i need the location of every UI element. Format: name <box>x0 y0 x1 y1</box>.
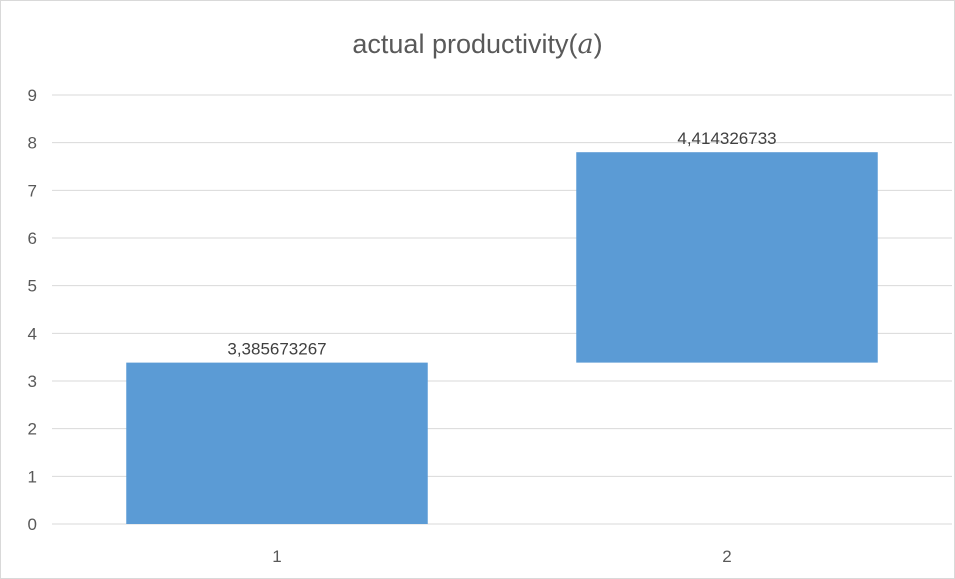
data-label: 4,414326733 <box>677 129 776 148</box>
y-tick-label: 7 <box>28 181 37 200</box>
y-tick-label: 1 <box>28 467 37 486</box>
y-tick-label: 0 <box>28 515 37 534</box>
chart-title-variable: a <box>577 29 594 60</box>
chart-title: actual productivity(a) <box>1 29 954 60</box>
x-tick-label: 1 <box>272 547 281 566</box>
y-tick-label: 4 <box>28 324 37 343</box>
bar <box>576 152 878 363</box>
chart-title-text: actual productivity( <box>352 29 578 59</box>
x-tick-label: 2 <box>722 547 731 566</box>
y-tick-label: 3 <box>28 372 37 391</box>
y-tick-label: 8 <box>28 134 37 153</box>
y-tick-label: 9 <box>28 86 37 105</box>
y-tick-label: 6 <box>28 229 37 248</box>
bar <box>126 362 428 524</box>
y-tick-label: 5 <box>28 277 37 296</box>
y-tick-label: 2 <box>28 420 37 439</box>
data-label: 3,385673267 <box>227 340 326 359</box>
chart-title-close: ) <box>593 29 603 59</box>
